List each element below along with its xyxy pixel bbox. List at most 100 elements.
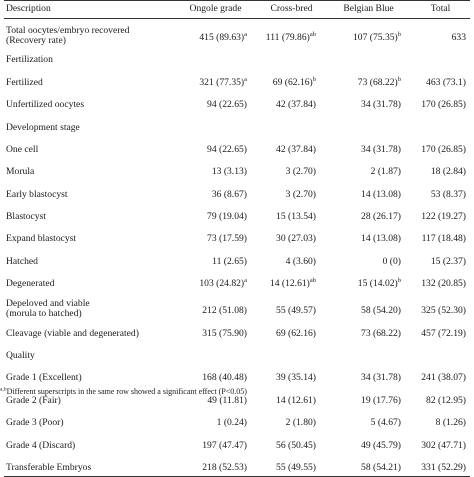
ongole-grade-cell: 94 (22.65): [174, 136, 257, 158]
table-row: Total oocytes/embryo recovered (Recovery …: [4, 19, 470, 47]
cross-bred-cell: 14 (12.61): [257, 386, 326, 408]
cell-value: 82 (12.95): [426, 394, 466, 406]
belgian-blue-cell: 15 (14.02)b: [326, 270, 411, 292]
total-cell: 463 (73.1): [411, 68, 470, 90]
cell-value: 34 (31.78): [361, 372, 401, 384]
cell-value: 212 (51.08): [202, 305, 247, 317]
ongole-grade-cell: [174, 342, 257, 364]
cross-bred-cell: 15 (13.54): [257, 203, 326, 225]
row-label: Fertilized: [4, 68, 174, 90]
cell-value: 69 (62.16): [276, 327, 316, 339]
cell-value: 14 (12.61): [276, 394, 316, 406]
row-label-text: Blastocyst: [6, 211, 46, 223]
cell-value: 56 (50.45): [276, 439, 316, 451]
cell-value: 132 (20.85): [421, 278, 466, 290]
cell-value: 28 (26.17): [361, 211, 401, 223]
cross-bred-cell: 39 (35.14): [257, 364, 326, 386]
row-label-subtext: (morula to hatched): [6, 308, 82, 320]
header-ongole-grade: Ongole grade: [174, 0, 257, 19]
cell-value: 15 (2.37): [430, 255, 466, 267]
table-row: Fertilized 321 (77.35)a 69 (62.16)b 73 (68.…: [4, 68, 470, 90]
cell-value: 117 (18.48): [421, 233, 466, 245]
total-cell: 122 (19.27): [411, 203, 470, 225]
cell-value: 170 (26.85): [421, 99, 466, 111]
cross-bred-cell: 3 (2.70): [257, 158, 326, 180]
belgian-blue-cell: 58 (54.21): [326, 453, 411, 477]
cross-bred-cell: 69 (62.16): [257, 319, 326, 341]
cell-value: 14 (13.08): [361, 233, 401, 245]
row-label: Total oocytes/embryo recovered (Recovery …: [4, 19, 174, 47]
significance-superscript: b: [397, 30, 401, 38]
belgian-blue-cell: 34 (31.78): [326, 91, 411, 113]
ongole-grade-cell: 13 (3.13): [174, 158, 257, 180]
footnote-superscript: a,b: [0, 386, 7, 393]
cell-value: 3 (2.70): [285, 166, 316, 178]
cell-value: 0 (0): [382, 255, 401, 267]
significance-superscript: a: [244, 75, 247, 83]
total-cell: [411, 46, 470, 68]
table-row: Grade 2 (Fair) 49 (11.81) 14 (12.61) 19 (17…: [4, 386, 470, 408]
cell-value: 69 (62.16): [272, 76, 313, 88]
ongole-grade-cell: 36 (8.67): [174, 180, 257, 202]
ongole-grade-cell: 315 (75.90): [174, 319, 257, 341]
cell-value: 8 (1.26): [435, 417, 466, 429]
table-body: Total oocytes/embryo recovered (Recovery …: [4, 19, 470, 477]
ongole-grade-cell: 321 (77.35)a: [174, 68, 257, 90]
cell-value: 36 (8.67): [211, 188, 247, 200]
significance-superscript: ab: [309, 30, 316, 38]
cell-value: 39 (35.14): [276, 372, 316, 384]
row-label: Grade 2 (Fair): [4, 386, 174, 408]
significance-superscript: a: [244, 277, 247, 285]
cell-value: 168 (40.48): [202, 372, 247, 384]
table-row: Depeloved and viable (morula to hatched) 2…: [4, 292, 470, 319]
cell-value: 633: [451, 31, 466, 43]
belgian-blue-cell: [326, 113, 411, 135]
row-label: Early blastocyst: [4, 180, 174, 202]
ongole-grade-cell: [174, 46, 257, 68]
total-cell: 8 (1.26): [411, 409, 470, 431]
ongole-grade-cell: 94 (22.65): [174, 91, 257, 113]
cell-value: 13 (3.13): [211, 166, 247, 178]
cell-value: 53 (8.37): [430, 188, 466, 200]
cell-value: 55 (49.57): [276, 305, 316, 317]
row-label-text: Development stage: [6, 121, 80, 133]
row-label-text: Fertilized: [6, 76, 43, 88]
row-label: Morula: [4, 158, 174, 180]
header-belgian-blue: Belgian Blue: [326, 0, 411, 19]
row-label: Grade 1 (Excellent): [4, 364, 174, 386]
section-label: Development stage: [4, 113, 174, 135]
belgian-blue-cell: 2 (1.87): [326, 158, 411, 180]
row-label-text: Morula: [6, 166, 35, 178]
total-cell: 82 (12.95): [411, 386, 470, 408]
header-cross-bred: Cross-bred: [257, 0, 326, 19]
total-cell: [411, 113, 470, 135]
cell-value: 15 (13.54): [276, 211, 316, 223]
results-table: Description Ongole grade Cross-bred Belg…: [4, 0, 470, 477]
ongole-grade-cell: 168 (40.48): [174, 364, 257, 386]
header-row: Description Ongole grade Cross-bred Belg…: [4, 0, 470, 19]
cell-value: 325 (52.30): [421, 305, 466, 317]
cross-bred-cell: 3 (2.70): [257, 180, 326, 202]
cell-value: 321 (77.35): [199, 76, 245, 88]
belgian-blue-cell: 14 (13.08): [326, 225, 411, 247]
row-label: Hatched: [4, 248, 174, 270]
ongole-grade-cell: 218 (52.53): [174, 453, 257, 477]
cell-value: 1 (0.24): [216, 417, 247, 429]
cell-value: 3 (2.70): [285, 188, 316, 200]
ongole-grade-cell: 197 (47.47): [174, 431, 257, 453]
belgian-blue-cell: 14 (13.08): [326, 180, 411, 202]
row-label-text: Total oocytes/embryo recovered: [6, 24, 130, 36]
cell-value: 73 (68.22): [357, 76, 398, 88]
cell-value: 218 (52.53): [202, 461, 247, 473]
cell-value: 103 (24.82): [199, 278, 245, 290]
belgian-blue-cell: 5 (4.67): [326, 409, 411, 431]
cell-value: 73 (17.59): [207, 233, 247, 245]
cross-bred-cell: 2 (1.80): [257, 409, 326, 431]
total-cell: 302 (47.71): [411, 431, 470, 453]
row-label-text: Grade 4 (Discard): [6, 439, 76, 451]
cell-value: 49 (11.81): [207, 394, 247, 406]
table-row: Degenerated 103 (24.82)a 14 (12.61)ab 15 (1…: [4, 270, 470, 292]
cell-value: 34 (31.78): [361, 99, 401, 111]
cell-value: 111 (79.86): [265, 31, 310, 43]
total-cell: 325 (52.30): [411, 292, 470, 319]
